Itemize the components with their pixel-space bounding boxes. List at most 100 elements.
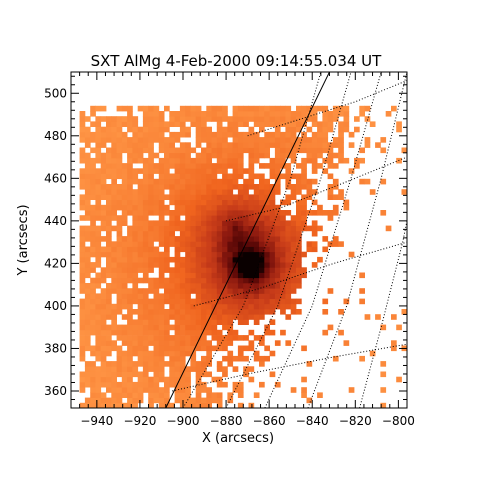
intensity-pixel [84,283,91,289]
intensity-pixel [296,215,302,221]
intensity-pixel [179,262,186,268]
intensity-pixel [201,251,207,258]
intensity-pixel [142,340,149,346]
intensity-pixel [185,381,191,388]
intensity-pixel [243,267,249,273]
intensity-pixel [317,152,323,159]
intensity-pixel [211,111,218,117]
intensity-pixel [354,157,360,164]
intensity-pixel [116,272,123,279]
intensity-pixel [179,126,186,133]
intensity-pixel [95,277,102,284]
intensity-pixel [296,116,302,122]
intensity-pixel [164,329,170,336]
intensity-pixel [106,236,112,242]
intensity-pixel [296,241,302,247]
intensity-pixel [169,293,175,299]
intensity-pixel [211,397,218,404]
intensity-pixel [306,246,313,253]
intensity-pixel [296,256,302,263]
intensity-pixel [190,220,197,226]
intensity-pixel [280,121,286,127]
intensity-pixel [311,152,318,159]
intensity-pixel [338,121,344,127]
intensity-pixel [322,137,329,143]
intensity-pixel [301,163,307,169]
intensity-pixel [190,361,197,367]
intensity-pixel [264,355,270,362]
intensity-pixel [290,225,297,232]
intensity-pixel [137,178,144,185]
intensity-pixel [174,371,181,378]
intensity-pixel [264,288,270,294]
intensity-pixel [121,220,128,226]
intensity-pixel [95,381,102,388]
intensity-pixel [127,402,133,408]
intensity-pixel [106,288,112,294]
intensity-pixel [248,142,255,148]
intensity-pixel [317,210,323,216]
intensity-pixel [237,345,244,352]
intensity-pixel [269,329,276,336]
intensity-pixel [274,189,281,195]
intensity-pixel [127,236,133,242]
intensity-pixel [285,142,292,148]
intensity-pixel [116,251,123,258]
intensity-pixel [121,283,128,289]
intensity-pixel [100,126,107,133]
intensity-pixel [237,387,244,393]
intensity-pixel [174,397,181,404]
intensity-pixel [95,303,102,310]
intensity-pixel [216,397,223,404]
intensity-pixel [90,131,96,138]
intensity-pixel [232,204,239,211]
intensity-pixel [95,376,102,383]
intensity-pixel [216,152,223,159]
intensity-pixel [237,392,244,398]
intensity-pixel [169,230,175,237]
intensity-pixel [179,309,186,315]
intensity-pixel [116,204,123,211]
intensity-pixel [348,131,355,138]
intensity-pixel [179,220,186,226]
intensity-pixel [148,184,154,190]
intensity-pixel [285,272,292,279]
intensity-pixel [95,314,102,320]
intensity-pixel [111,381,117,388]
intensity-pixel [142,361,149,367]
intensity-pixel [95,350,102,357]
intensity-pixel [164,163,170,169]
intensity-pixel [259,256,265,263]
intensity-pixel [285,210,292,216]
intensity-pixel [174,251,181,258]
intensity-pixel [127,303,133,310]
intensity-pixel [127,319,133,325]
intensity-pixel [237,184,244,190]
intensity-pixel [201,277,207,284]
intensity-pixel [153,236,160,242]
intensity-pixel [311,157,318,164]
intensity-pixel [95,241,102,247]
intensity-pixel [195,199,202,206]
intensity-pixel [211,204,218,211]
intensity-pixel [142,157,149,164]
intensity-pixel [137,157,144,164]
intensity-pixel [290,303,297,310]
intensity-pixel [206,204,212,211]
intensity-pixel [111,329,117,336]
intensity-pixel [227,220,234,226]
intensity-pixel [216,309,223,315]
intensity-pixel [174,246,181,253]
intensity-pixel [211,251,218,258]
intensity-pixel [164,387,170,393]
intensity-pixel [327,116,334,122]
intensity-pixel [79,194,86,200]
intensity-pixel [106,345,112,352]
intensity-pixel [264,111,270,117]
intensity-pixel [174,272,181,279]
intensity-pixel [243,246,249,253]
intensity-pixel [185,267,191,273]
intensity-pixel [248,277,255,284]
intensity-pixel [132,309,139,315]
intensity-pixel [248,309,255,315]
